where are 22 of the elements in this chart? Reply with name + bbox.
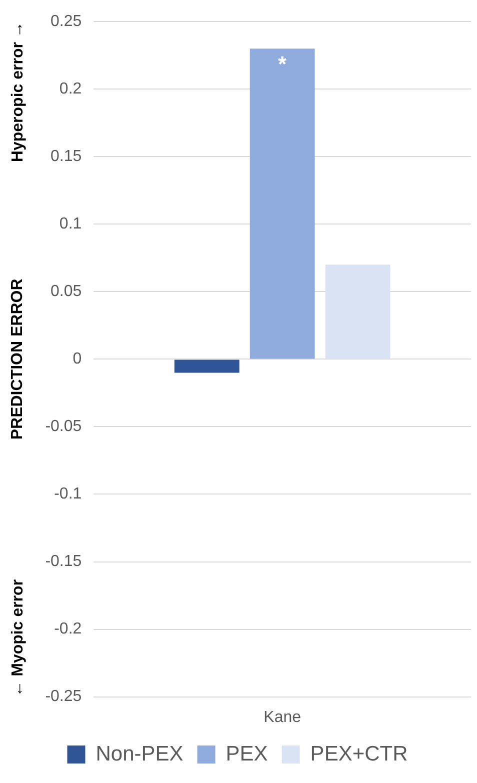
y-tick-label: -0.25	[45, 688, 82, 706]
x-tick-label: Kane	[264, 708, 302, 726]
y-tick-label: -0.2	[54, 620, 82, 638]
bar	[250, 48, 315, 359]
y-tick-label: 0	[72, 350, 82, 368]
y-tick-label: 0.25	[50, 13, 82, 30]
text: ← Myopic error	[9, 579, 26, 697]
y-tick-label: 0.1	[59, 216, 82, 233]
legend-label: PEX	[226, 742, 268, 766]
y-tick-label: -0.15	[45, 553, 82, 570]
y-axis-title: PREDICTION ERROR	[9, 278, 26, 440]
y-tick-label: 0.2	[59, 80, 82, 98]
y-tick-label: 0.05	[50, 283, 82, 300]
bar	[325, 264, 390, 359]
annotation: *	[278, 52, 288, 77]
legend-label: PEX+CTR	[310, 742, 408, 766]
bar	[174, 360, 240, 373]
y-tick-label: 0.15	[50, 148, 82, 166]
y-tick-label: -0.1	[54, 486, 82, 503]
y-tick-label: -0.05	[45, 418, 82, 436]
legend-label: Non-PEX	[96, 742, 184, 766]
text: Hyperopic error →	[9, 22, 26, 162]
